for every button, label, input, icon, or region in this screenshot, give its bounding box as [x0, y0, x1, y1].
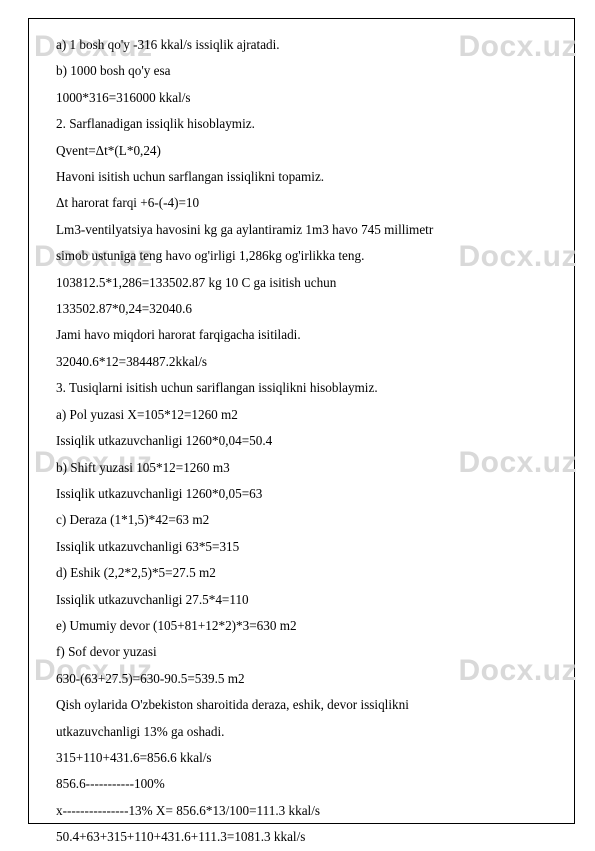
text-line: b) Shift yuzasi 105*12=1260 m3 — [56, 455, 547, 481]
text-line: 1000*316=316000 kkal/s — [56, 85, 547, 111]
text-line: d) Eshik (2,2*2,5)*5=27.5 m2 — [56, 560, 547, 586]
text-line: 32040.6*12=384487.2kkal/s — [56, 349, 547, 375]
text-line: f) Sof devor yuzasi — [56, 639, 547, 665]
text-line: a) 1 bosh qo'y -316 kkal/s issiqlik ajra… — [56, 32, 547, 58]
text-line: 315+110+431.6=856.6 kkal/s — [56, 745, 547, 771]
text-line: Qvent=Δt*(L*0,24) — [56, 138, 547, 164]
text-line: Jami havo miqdori harorat farqigacha isi… — [56, 322, 547, 348]
text-line: 50.4+63+315+110+431.6+111.3=1081.3 kkal/… — [56, 824, 547, 850]
text-line: Issiqlik utkazuvchanligi 1260*0,05=63 — [56, 481, 547, 507]
text-line: Issiqlik utkazuvchanligi 1260*0,04=50.4 — [56, 428, 547, 454]
text-line: utkazuvchanligi 13% ga oshadi. — [56, 719, 547, 745]
text-line: Qish oylarida O'zbekiston sharoitida der… — [56, 692, 547, 718]
text-line: Havoni isitish uchun sarflangan issiqlik… — [56, 164, 547, 190]
text-line: c) Deraza (1*1,5)*42=63 m2 — [56, 507, 547, 533]
text-line: x---------------13% X= 856.6*13/100=111.… — [56, 798, 547, 824]
text-line: Δt harorat farqi +6-(-4)=10 — [56, 190, 547, 216]
text-line: 3. Tusiqlarni isitish uchun sariflangan … — [56, 375, 547, 401]
text-line: a) Pol yuzasi X=105*12=1260 m2 — [56, 402, 547, 428]
text-line: Issiqlik utkazuvchanligi 63*5=315 — [56, 534, 547, 560]
text-line: 630-(63+27.5)=630-90.5=539.5 m2 — [56, 666, 547, 692]
text-line: 2. Sarflanadigan issiqlik hisoblaymiz. — [56, 111, 547, 137]
text-line: 856.6-----------100% — [56, 771, 547, 797]
text-line: 103812.5*1,286=133502.87 kg 10 C ga isit… — [56, 270, 547, 296]
text-line: e) Umumiy devor (105+81+12*2)*3=630 m2 — [56, 613, 547, 639]
document-body: a) 1 bosh qo'y -316 kkal/s issiqlik ajra… — [56, 32, 547, 810]
text-line: b) 1000 bosh qo'y esa — [56, 58, 547, 84]
text-line: Lm3-ventilyatsiya havosini kg ga aylanti… — [56, 217, 547, 243]
text-line: 133502.87*0,24=32040.6 — [56, 296, 547, 322]
text-line: Issiqlik utkazuvchanligi 27.5*4=110 — [56, 587, 547, 613]
text-line: simob ustuniga teng havo og'irligi 1,286… — [56, 243, 547, 269]
